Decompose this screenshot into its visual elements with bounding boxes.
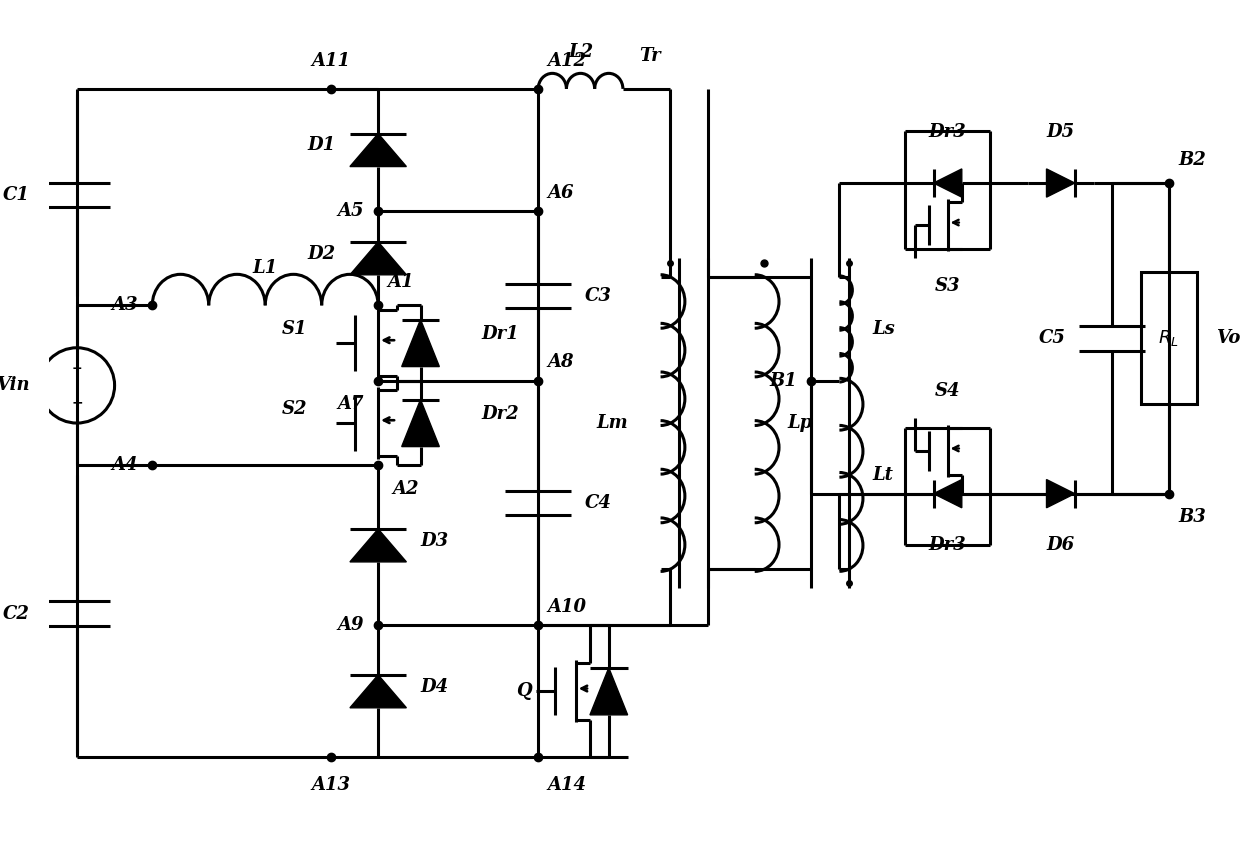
Text: Dr3: Dr3: [929, 123, 966, 141]
Text: A2: A2: [392, 479, 419, 498]
Text: B3: B3: [1178, 508, 1207, 526]
Polygon shape: [590, 668, 627, 715]
Text: S2: S2: [281, 400, 308, 418]
Text: B2: B2: [1178, 151, 1207, 169]
Text: Lp: Lp: [787, 414, 813, 432]
Text: L2: L2: [568, 42, 593, 61]
Text: +: +: [72, 362, 82, 375]
Text: A9: A9: [337, 616, 365, 634]
Text: S3: S3: [935, 277, 961, 295]
Text: Q: Q: [516, 683, 532, 700]
Text: A12: A12: [548, 52, 587, 70]
Text: Dr1: Dr1: [481, 325, 520, 343]
Text: S4: S4: [935, 382, 961, 399]
Text: Lt: Lt: [873, 466, 893, 484]
Text: D1: D1: [308, 137, 336, 154]
Text: A14: A14: [548, 776, 587, 794]
Text: A11: A11: [311, 52, 351, 70]
Polygon shape: [350, 134, 407, 166]
Text: A3: A3: [112, 297, 138, 315]
Text: D2: D2: [308, 244, 336, 263]
Text: Vo: Vo: [1216, 329, 1240, 348]
Text: Dr2: Dr2: [481, 404, 520, 422]
Text: A5: A5: [337, 203, 365, 220]
Text: Vin: Vin: [0, 377, 30, 394]
Text: Lm: Lm: [596, 414, 627, 432]
Polygon shape: [1047, 169, 1075, 197]
Text: Tr: Tr: [639, 47, 661, 65]
Text: C5: C5: [1038, 329, 1065, 348]
Text: S1: S1: [281, 320, 308, 338]
Text: A8: A8: [548, 354, 574, 371]
Text: A10: A10: [548, 598, 587, 616]
Text: D4: D4: [420, 678, 449, 695]
Polygon shape: [934, 169, 962, 197]
Text: A1: A1: [388, 273, 414, 291]
Text: D5: D5: [1047, 123, 1075, 141]
Polygon shape: [350, 242, 407, 275]
Text: $R_L$: $R_L$: [1158, 328, 1179, 349]
Text: A13: A13: [311, 776, 351, 794]
Text: Dr3: Dr3: [929, 536, 966, 554]
Text: C1: C1: [2, 186, 30, 204]
Text: D6: D6: [1047, 536, 1075, 554]
Text: D3: D3: [420, 532, 449, 550]
Text: L1: L1: [253, 259, 278, 277]
Text: Ls: Ls: [873, 320, 895, 338]
Text: C4: C4: [585, 494, 613, 512]
Polygon shape: [934, 479, 962, 508]
Text: A7: A7: [337, 395, 365, 413]
Text: A6: A6: [548, 184, 574, 202]
Polygon shape: [1047, 479, 1075, 508]
Polygon shape: [350, 529, 407, 562]
Polygon shape: [350, 675, 407, 708]
Polygon shape: [402, 399, 439, 447]
Text: C3: C3: [585, 287, 613, 305]
Text: C2: C2: [2, 605, 30, 622]
Text: B1: B1: [769, 371, 797, 390]
Text: −: −: [71, 395, 83, 410]
Text: A4: A4: [112, 456, 138, 474]
Polygon shape: [402, 320, 439, 366]
